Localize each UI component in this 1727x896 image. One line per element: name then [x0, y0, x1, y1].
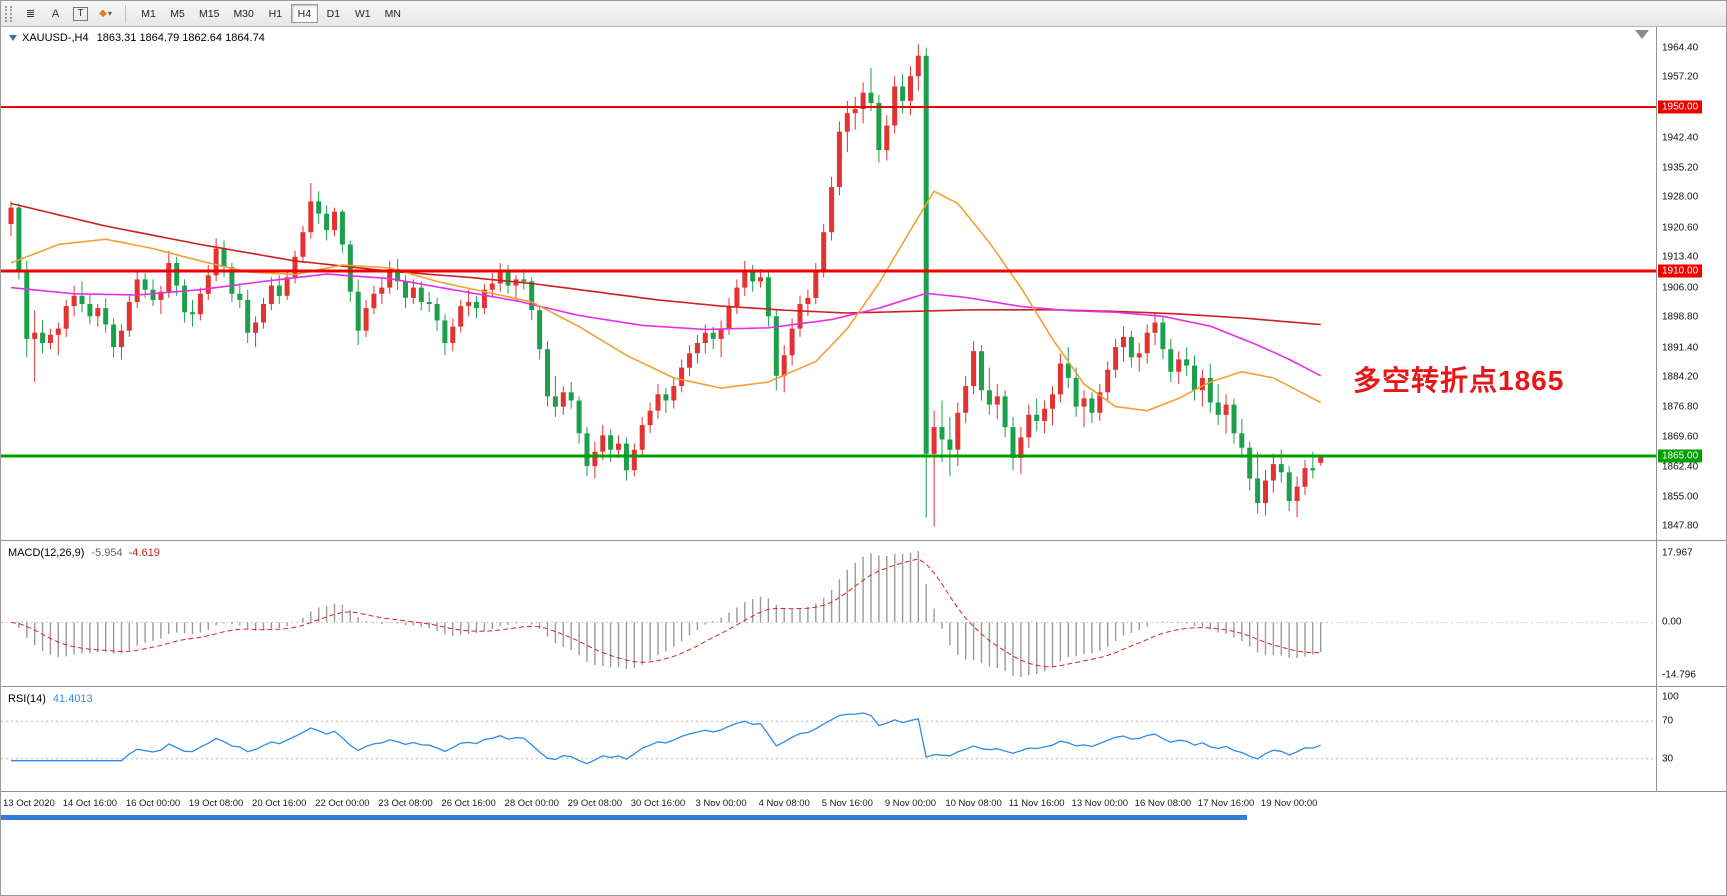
price-tick: 1906.00: [1662, 282, 1699, 294]
price-tick: 1964.40: [1662, 42, 1699, 54]
rsi-tick-70: 70: [1662, 715, 1674, 727]
price-tick: 1920.60: [1662, 222, 1699, 234]
rsi-indicator-label: RSI(14) 41.4013: [8, 693, 93, 705]
cursor-tool-button[interactable]: A: [44, 4, 67, 24]
timeframe-button-w1[interactable]: W1: [349, 4, 377, 23]
timeframe-button-mn[interactable]: MN: [379, 4, 407, 23]
rsi-name: RSI(14): [8, 693, 46, 705]
date-label: 30 Oct 16:00: [630, 798, 686, 809]
date-label: 17 Nov 16:00: [1197, 798, 1255, 809]
ma-line-fast-orange: [10, 190, 1322, 412]
text-tool-icon: T: [73, 6, 88, 21]
shapes-icon: ◆: [99, 8, 107, 19]
toolbar-separator: [125, 4, 126, 23]
date-label: 29 Oct 08:00: [567, 798, 623, 809]
price-tick: 1855.00: [1662, 491, 1699, 503]
drawing-tools-button[interactable]: ◆ ▾: [94, 4, 117, 24]
chart-plot-area[interactable]: [1, 27, 1727, 814]
price-tag-1865.00: 1865.00: [1658, 449, 1703, 463]
price-tick: 1935.20: [1662, 162, 1699, 174]
chart-display-icon: ≣: [25, 8, 36, 20]
date-label: 20 Oct 16:00: [252, 798, 307, 809]
macd-histogram: [18, 551, 1322, 677]
price-tick: 1876.80: [1662, 401, 1699, 413]
price-tag-1950.00: 1950.00: [1658, 100, 1703, 114]
macd-main-value: -5.954: [91, 547, 123, 559]
price-tick: 1884.20: [1662, 371, 1699, 383]
price-tick: 1869.60: [1662, 431, 1699, 443]
macd-name: MACD(12,26,9): [8, 547, 85, 559]
price-tick: 1957.20: [1662, 71, 1699, 83]
date-label: 10 Nov 08:00: [945, 798, 1002, 809]
date-label: 11 Nov 16:00: [1008, 798, 1065, 809]
date-label: 26 Oct 16:00: [441, 798, 496, 809]
price-axis[interactable]: 1964.40 1957.20 1942.40 1935.20 1928.00 1920.…: [1657, 1, 1726, 814]
cursor-a-icon: A: [51, 7, 60, 20]
date-label: 16 Nov 08:00: [1134, 798, 1192, 809]
date-label: 22 Oct 00:00: [315, 798, 370, 809]
timeframe-button-h4[interactable]: H4: [290, 4, 318, 24]
chart-title: XAUUSD-,H4 1863.31 1864.79 1862.64 1864.7…: [9, 32, 265, 44]
timeframe-group: M1 M5 M15 M30 H1 H4 D1 W1 MN: [134, 4, 408, 24]
date-label: 9 Nov 00:00: [884, 798, 937, 809]
date-label: 13 Oct 2020: [3, 798, 55, 809]
chart-annotation[interactable]: 多空转折点1865: [1353, 365, 1565, 396]
date-label: 14 Oct 16:00: [62, 798, 118, 809]
timeframe-button-d1[interactable]: D1: [320, 4, 347, 23]
price-tick: 1913.40: [1662, 251, 1699, 263]
timeframe-button-m15[interactable]: M15: [193, 4, 225, 23]
toolbar-grip[interactable]: [5, 5, 12, 22]
price-tick: 1862.40: [1662, 461, 1699, 473]
timeframe-button-m5[interactable]: M5: [164, 4, 191, 23]
text-tool-button[interactable]: T: [69, 4, 92, 24]
macd-indicator-label: MACD(12,26,9) -5.954 -4.619: [8, 547, 160, 559]
ma-line-medium-magenta: [10, 273, 1322, 377]
date-label: 23 Oct 08:00: [378, 798, 433, 809]
macd-tick-zero: 0.00: [1662, 616, 1682, 628]
macd-tick-max: 17.967: [1662, 547, 1693, 559]
timeframe-button-m30[interactable]: M30: [227, 4, 259, 23]
rsi-tick-30: 30: [1662, 753, 1674, 765]
macd-tick-min: -14.796: [1662, 669, 1696, 681]
date-label: 3 Nov 00:00: [695, 798, 747, 809]
date-label: 13 Nov 00:00: [1071, 798, 1129, 809]
date-axis[interactable]: 13 Oct 2020 14 Oct 16:00 16 Oct 00:00 19 Oc…: [1, 792, 1726, 814]
caret-down-icon: ▾: [107, 9, 112, 18]
collapse-triangle-icon[interactable]: [9, 35, 17, 42]
candlestick-series: [8, 44, 1324, 527]
date-label: 19 Oct 08:00: [188, 798, 244, 809]
chart-shift-marker[interactable]: [1635, 30, 1649, 39]
price-tick: 1928.00: [1662, 191, 1699, 203]
price-tick: 1898.80: [1662, 311, 1699, 323]
date-label: 4 Nov 08:00: [758, 798, 810, 809]
date-label: 16 Oct 00:00: [125, 798, 181, 809]
date-label: 5 Nov 16:00: [821, 798, 873, 809]
price-tick: 1847.80: [1662, 520, 1699, 532]
rsi-tick-100: 100: [1662, 691, 1679, 703]
ohlc-values: 1863.31 1864.79 1862.64 1864.74: [96, 32, 265, 44]
date-label: 19 Nov 00:00: [1260, 798, 1318, 809]
price-tick: 1942.40: [1662, 132, 1699, 144]
rsi-value: 41.4013: [52, 693, 93, 705]
timeframe-button-m1[interactable]: M1: [135, 4, 162, 23]
date-label: 28 Oct 00:00: [504, 798, 559, 809]
macd-signal-value: -4.619: [128, 547, 160, 559]
chart-display-tool-button[interactable]: ≣: [19, 4, 42, 24]
macd-signal-line: [10, 558, 1321, 668]
rsi-line: [11, 712, 1321, 765]
price-tick: 1891.40: [1662, 342, 1699, 354]
symbol-period-label: XAUUSD-,H4: [22, 32, 89, 44]
bottom-blue-bar: [1, 815, 1247, 820]
timeframe-button-h1[interactable]: H1: [262, 4, 289, 23]
price-tag-1910.00: 1910.00: [1658, 264, 1703, 278]
toolbar: ≣ A T ◆ ▾ M1 M5 M15 M30 H1 H4 D1 W1 MN: [1, 1, 1726, 27]
